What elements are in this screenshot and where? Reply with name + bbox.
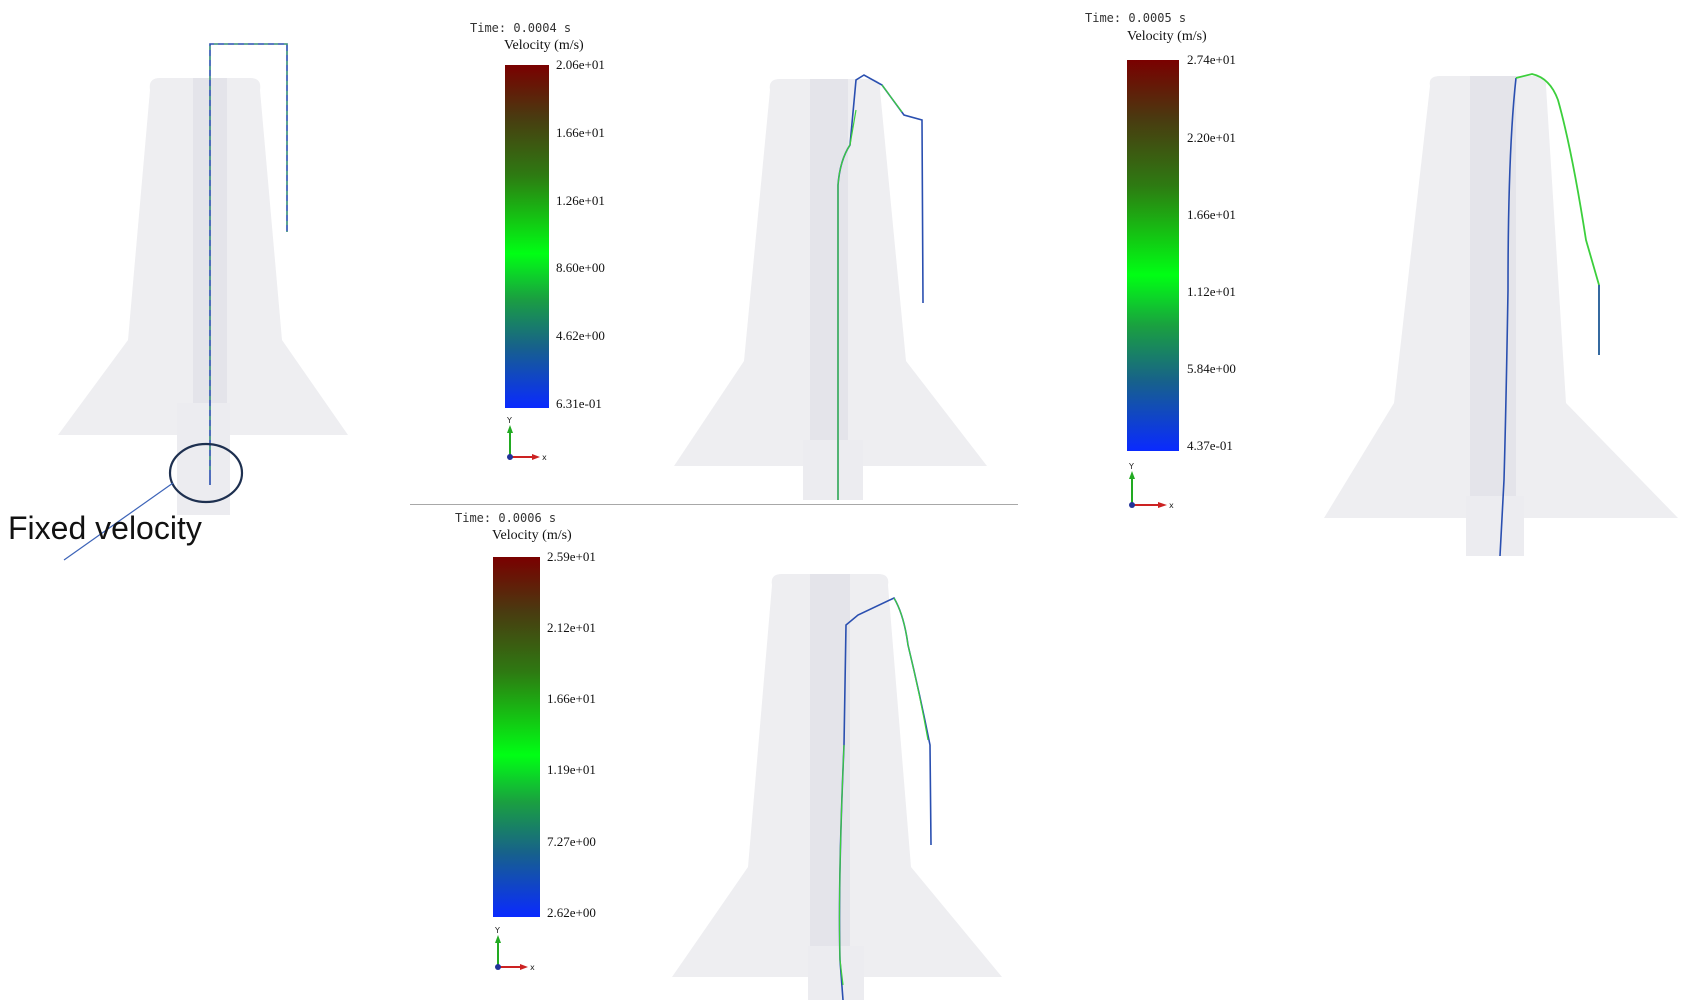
svg-text:x: x [530,963,535,972]
wire-path-green [1515,73,1600,355]
panel-divider [410,504,1018,505]
axes-triad: Y x [506,416,547,462]
svg-text:Y: Y [1128,462,1134,471]
fixed-velocity-label: Fixed velocity [8,510,202,546]
colorbar-tick: 6.31e-01 [556,396,602,411]
axes-triad: Y x [1128,462,1174,510]
colorbar-tick: 1.12e+01 [1187,284,1236,299]
colorbar-tick: 4.37e-01 [1187,438,1233,453]
axes-triad: Y x [494,926,535,972]
wire-path-green [838,597,929,986]
base-cylinder [808,946,864,1000]
time-label: Time: 0.0006 s [455,511,557,525]
colorbar-tick: 2.06e+01 [556,57,605,72]
wire-path-green [837,84,903,500]
colorbar [505,65,549,408]
colorbar-tick: 2.12e+01 [547,620,596,635]
colorbar-tick: 2.20e+01 [1187,130,1236,145]
svg-text:Y: Y [494,926,500,935]
colorbar-tick: 7.27e+00 [547,834,596,849]
colorbar-tick: 4.62e+00 [556,328,605,343]
colorbar-tick: 1.66e+01 [556,125,605,140]
colorbar-title: Velocity (m/s) [1127,29,1207,44]
time-label: Time: 0.0004 s [470,21,572,35]
colorbar-title: Velocity (m/s) [492,528,572,543]
colorbar-title: Velocity (m/s) [504,38,584,53]
colorbar [493,557,540,917]
colorbar-tick: 8.60e+00 [556,260,605,275]
wire-scene-t0005 [1324,73,1678,557]
colorbar-tick: 1.19e+01 [547,762,596,777]
wire-path [1499,77,1517,557]
colorbar [1127,60,1179,451]
wire-path-green [209,43,288,470]
colorbar-tick: 2.59e+01 [547,549,596,564]
base-cylinder [1466,496,1524,556]
wire-scene-t0006 [672,574,1002,1000]
colorbar-tick: 1.66e+01 [547,691,596,706]
insulator-core [1470,76,1516,496]
wire-path [209,43,288,485]
wire-scene-t0004 [674,74,987,500]
colorbar-tick: 2.62e+00 [547,905,596,920]
colorbar-tick: 1.26e+01 [556,193,605,208]
annotation-leader-line [63,482,174,561]
fixed-velocity-circle [168,442,244,504]
colorbar-tick: 1.66e+01 [1187,207,1236,222]
colorbar-tick: 5.84e+00 [1187,361,1236,376]
base-cylinder [803,440,863,500]
insulator-core [810,79,848,440]
svg-text:Y: Y [506,416,512,425]
colorbar-tick: 2.74e+01 [1187,52,1236,67]
svg-text:x: x [542,453,547,462]
svg-text:x: x [1169,501,1174,510]
time-label: Time: 0.0005 s [1085,11,1187,25]
initial-wire-scene [58,43,348,561]
